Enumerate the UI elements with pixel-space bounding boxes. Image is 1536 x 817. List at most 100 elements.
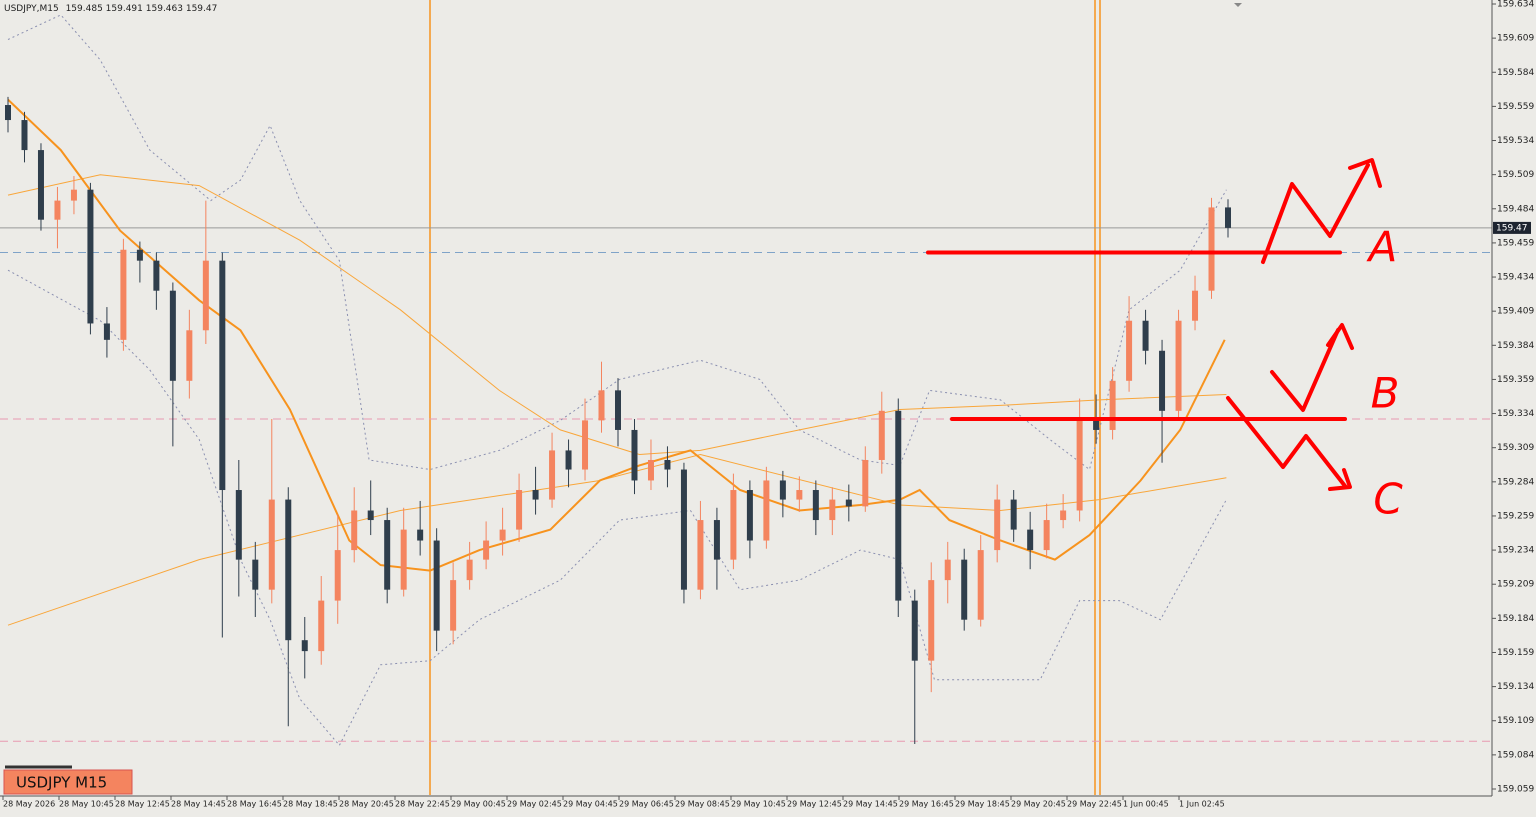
x-tick-label: 29 May 00:45 bbox=[451, 800, 506, 809]
y-tick-label: 159.209 bbox=[1497, 580, 1534, 590]
candle-body bbox=[120, 249, 127, 340]
symbol-box-label: USDJPY M15 bbox=[16, 774, 107, 792]
candle-body bbox=[895, 410, 902, 601]
candle-body bbox=[746, 490, 753, 541]
shift-marker bbox=[1234, 3, 1242, 7]
candle-body bbox=[1043, 520, 1050, 551]
candle-body bbox=[647, 459, 654, 481]
y-tick-label: 159.109 bbox=[1497, 716, 1534, 726]
candle-body bbox=[70, 189, 77, 201]
candle-body bbox=[351, 510, 358, 551]
indicator-line bbox=[7, 14, 1227, 471]
y-tick-label: 159.409 bbox=[1497, 307, 1534, 317]
candle-body bbox=[516, 490, 523, 530]
candle-body bbox=[433, 540, 440, 631]
candle-body bbox=[845, 499, 852, 507]
plot-layer bbox=[5, 14, 1231, 747]
y-tick-label: 159.634 bbox=[1497, 0, 1534, 10]
arrow-head bbox=[1348, 158, 1382, 188]
scenario-arrow bbox=[1270, 328, 1340, 412]
candle-body bbox=[301, 640, 308, 652]
candle-body bbox=[400, 529, 407, 590]
candle-body bbox=[202, 260, 209, 331]
x-tick-label: 28 May 14:45 bbox=[171, 800, 226, 809]
scenario-arrow bbox=[1226, 396, 1347, 488]
x-tick-label: 29 May 14:45 bbox=[843, 800, 898, 809]
candle-body bbox=[878, 410, 885, 460]
x-tick-label: 28 May 12:45 bbox=[115, 800, 170, 809]
candle-body bbox=[1060, 510, 1067, 521]
y-tick-label: 159.434 bbox=[1497, 273, 1534, 283]
candle-body bbox=[334, 550, 341, 601]
high: 159.491 bbox=[106, 4, 143, 14]
candle-body bbox=[466, 559, 473, 581]
y-tick-label: 159.359 bbox=[1497, 375, 1534, 385]
y-tick-label: 159.259 bbox=[1497, 511, 1534, 521]
candle-body bbox=[779, 480, 786, 500]
candle-body bbox=[1076, 420, 1083, 511]
low: 159.463 bbox=[146, 4, 183, 14]
indicator-line bbox=[7, 174, 1227, 456]
x-tick-label: 28 May 20:45 bbox=[339, 800, 394, 809]
candle-body bbox=[994, 499, 1001, 551]
candle-body bbox=[483, 540, 490, 560]
y-tick-label: 159.609 bbox=[1497, 34, 1534, 44]
candle-body bbox=[499, 529, 506, 541]
candle-body bbox=[1109, 380, 1116, 430]
candle-body bbox=[384, 520, 391, 590]
candle-body bbox=[796, 490, 803, 500]
y-tick-label: 159.284 bbox=[1497, 477, 1534, 487]
y-tick-label: 159.534 bbox=[1497, 136, 1534, 146]
x-tick-label: 28 May 16:45 bbox=[227, 800, 282, 809]
candle-body bbox=[367, 510, 374, 521]
candle-body bbox=[1175, 320, 1182, 411]
y-tick-label: 159.384 bbox=[1497, 341, 1534, 351]
candle-body bbox=[153, 260, 160, 291]
candle-body bbox=[697, 520, 704, 590]
candle-body bbox=[977, 550, 984, 620]
candle-body bbox=[829, 499, 836, 521]
candle-body bbox=[87, 189, 94, 324]
candle-body bbox=[136, 249, 143, 261]
candle-body bbox=[169, 290, 176, 381]
scenario-label: A bbox=[1366, 223, 1398, 272]
candle-body bbox=[812, 490, 819, 521]
y-tick-label: 159.234 bbox=[1497, 546, 1534, 556]
candle-body bbox=[944, 559, 951, 581]
candle-body bbox=[1225, 207, 1231, 228]
candle-body bbox=[219, 260, 226, 491]
candle-body bbox=[615, 390, 621, 430]
y-tick-label: 159.559 bbox=[1497, 102, 1534, 112]
candle-body bbox=[549, 450, 556, 500]
x-tick-label: 29 May 06:45 bbox=[619, 800, 674, 809]
candle-body bbox=[1093, 420, 1100, 430]
candle-body bbox=[37, 150, 44, 220]
x-tick-label: 29 May 22:45 bbox=[1067, 800, 1122, 809]
candle-body bbox=[1010, 499, 1017, 530]
x-tick-label: 28 May 10:45 bbox=[59, 800, 114, 809]
y-tick-label: 159.484 bbox=[1497, 204, 1534, 214]
x-tick-label: 28 May 2026 bbox=[3, 800, 55, 809]
candle-body bbox=[1208, 207, 1215, 291]
annotation-layer: A B C bbox=[926, 158, 1403, 524]
candle-body bbox=[268, 499, 275, 590]
candle-body bbox=[532, 490, 539, 500]
candle-body bbox=[598, 390, 605, 421]
y-tick-label: 159.159 bbox=[1497, 648, 1534, 658]
y-tick-label: 159.309 bbox=[1497, 443, 1534, 453]
open: 159.485 bbox=[66, 4, 103, 14]
price-tag-label: 159.47 bbox=[1496, 223, 1528, 233]
candle-body bbox=[1027, 529, 1034, 551]
close: 159.47 bbox=[186, 4, 218, 14]
candle-body bbox=[862, 459, 869, 507]
candle-body bbox=[730, 490, 737, 560]
x-tick-label: 29 May 08:45 bbox=[675, 800, 730, 809]
scenario-label: B bbox=[1371, 369, 1400, 418]
candle-body bbox=[5, 105, 11, 121]
x-tick-label: 1 Jun 02:45 bbox=[1179, 800, 1225, 809]
candle-body bbox=[450, 580, 457, 631]
candle-body bbox=[565, 450, 572, 470]
candle-body bbox=[1192, 290, 1199, 321]
